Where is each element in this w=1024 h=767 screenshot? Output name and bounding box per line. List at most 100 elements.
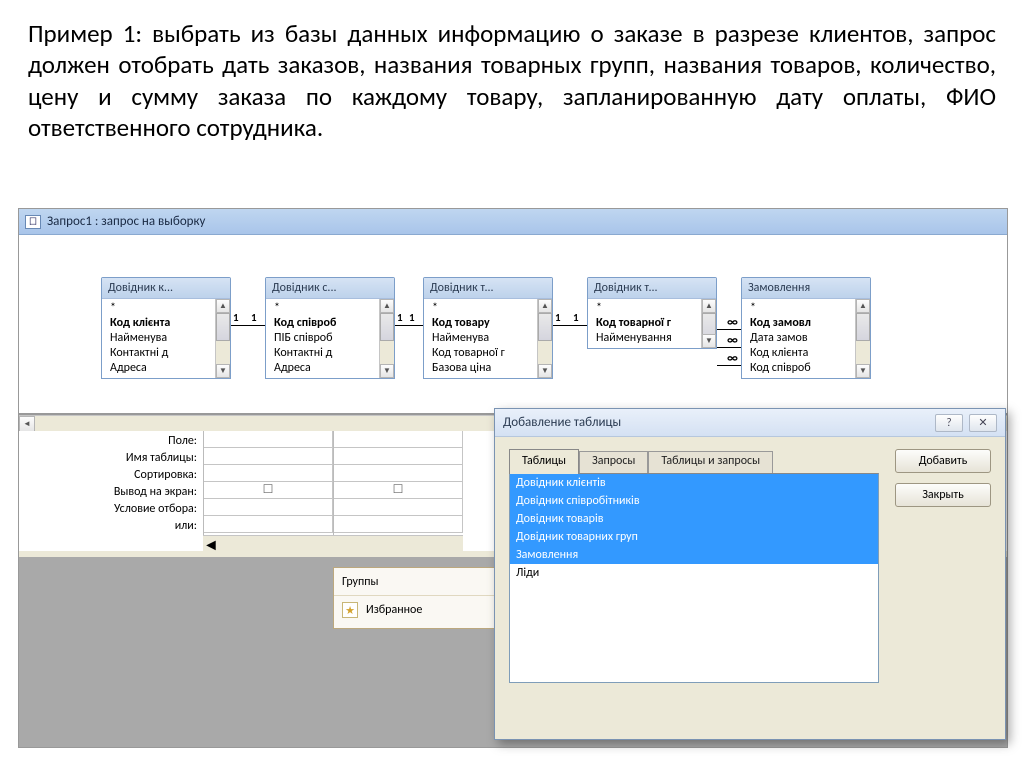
table-box-fields[interactable]: *Код товарної гНайменування▲▼ xyxy=(588,299,716,348)
dialog-tab[interactable]: Таблицы и запросы xyxy=(648,451,773,473)
qbe-cell[interactable] xyxy=(334,431,463,448)
table-field[interactable]: * xyxy=(742,301,870,316)
table-field[interactable]: Адреса xyxy=(102,361,230,376)
table-scrollbar[interactable]: ▲▼ xyxy=(701,299,716,348)
relationship-cardinality-right: ∞ xyxy=(727,351,738,366)
relationships-pane[interactable]: Довідник к...*Код клієнтаНайменуваКонтак… xyxy=(19,235,1007,415)
table-scrollbar[interactable]: ▲▼ xyxy=(379,299,394,378)
table-field[interactable]: Код співроб xyxy=(742,361,870,376)
table-field[interactable]: Код товарної г xyxy=(588,316,716,331)
relationship-cardinality-right: 1 xyxy=(251,311,257,324)
tables-listbox[interactable]: Довідник клієнтівДовідник співробітників… xyxy=(509,473,879,683)
qbe-row-label: Сортировка: xyxy=(19,467,199,484)
qbe-cell[interactable] xyxy=(204,448,333,465)
listbox-item[interactable]: Довідник клієнтів xyxy=(510,474,878,492)
listbox-item[interactable]: Довідник товарних груп xyxy=(510,528,878,546)
table-field[interactable]: * xyxy=(266,301,394,316)
listbox-item[interactable]: Довідник співробітників xyxy=(510,492,878,510)
query-window-title: Запрос1 : запрос на выборку xyxy=(47,214,205,229)
table-box-fields[interactable]: *Код замовлДата замовКод клієнтаКод спів… xyxy=(742,299,870,378)
side-panel-groups-label: Группы xyxy=(342,575,378,589)
table-box[interactable]: Замовлення*Код замовлДата замовКод клієн… xyxy=(741,277,871,379)
table-field[interactable]: Контактні д xyxy=(102,346,230,361)
dialog-close-button[interactable]: ✕ xyxy=(969,414,997,432)
relationship-cardinality-right: 1 xyxy=(409,311,415,324)
qbe-column[interactable] xyxy=(333,431,463,551)
table-box-header[interactable]: Довідник т... xyxy=(424,278,552,299)
table-field[interactable]: Код товару xyxy=(424,316,552,331)
table-box-header[interactable]: Замовлення xyxy=(742,278,870,299)
table-box[interactable]: Довідник к...*Код клієнтаНайменуваКонтак… xyxy=(101,277,231,379)
table-field[interactable]: * xyxy=(102,301,230,316)
table-field[interactable]: Найменува xyxy=(102,331,230,346)
qbe-cell[interactable] xyxy=(334,516,463,533)
table-box-header[interactable]: Довідник с... xyxy=(266,278,394,299)
table-box-header[interactable]: Довідник к... xyxy=(102,278,230,299)
table-box[interactable]: Довідник т...*Код товаруНайменуваКод тов… xyxy=(423,277,553,379)
table-field[interactable]: ПІБ співроб xyxy=(266,331,394,346)
listbox-item[interactable]: Ліди xyxy=(510,564,878,582)
table-box[interactable]: Довідник с...*Код співробПІБ співробКонт… xyxy=(265,277,395,379)
qbe-show-checkbox[interactable] xyxy=(334,482,463,499)
qbe-hscrollbar[interactable]: ◄ xyxy=(203,535,463,551)
close-button[interactable]: Закрыть xyxy=(895,483,991,507)
side-panel-groups[interactable]: Группы xyxy=(334,568,518,596)
table-field[interactable]: * xyxy=(588,301,716,316)
scroll-left-button[interactable]: ◄ xyxy=(203,536,219,551)
qbe-cell[interactable] xyxy=(334,448,463,465)
qbe-cell[interactable] xyxy=(204,499,333,516)
qbe-cell[interactable] xyxy=(204,516,333,533)
listbox-item[interactable]: Довідник товарів xyxy=(510,510,878,528)
table-box-fields[interactable]: *Код клієнтаНайменуваКонтактні дАдреса▲▼ xyxy=(102,299,230,378)
dialog-help-button[interactable]: ? xyxy=(935,414,963,432)
table-box-fields[interactable]: *Код співробПІБ співробКонтактні дАдреса… xyxy=(266,299,394,378)
add-button[interactable]: Добавить xyxy=(895,449,991,473)
qbe-cell[interactable] xyxy=(204,465,333,482)
table-field[interactable]: Найменува xyxy=(424,331,552,346)
scroll-left-button[interactable]: ◄ xyxy=(19,416,35,432)
qbe-show-checkbox[interactable] xyxy=(204,482,333,499)
favorites-star-icon: ★ xyxy=(342,602,358,618)
qbe-cell[interactable] xyxy=(204,431,333,448)
relationship-cardinality-left: 1 xyxy=(397,311,403,324)
table-field[interactable]: Код клієнта xyxy=(102,316,230,331)
qbe-column[interactable] xyxy=(203,431,333,551)
table-field[interactable]: Дата замов xyxy=(742,331,870,346)
relationship-line[interactable] xyxy=(553,325,587,326)
table-field[interactable]: Код замовл xyxy=(742,316,870,331)
table-box-fields[interactable]: *Код товаруНайменуваКод товарної гБазова… xyxy=(424,299,552,378)
table-field[interactable]: Адреса xyxy=(266,361,394,376)
dialog-tab[interactable]: Запросы xyxy=(579,451,648,473)
relationship-cardinality-right: ∞ xyxy=(727,315,738,330)
relationship-cardinality-left: 1 xyxy=(555,311,561,324)
table-field[interactable]: Контактні д xyxy=(266,346,394,361)
table-field[interactable]: Базова ціна xyxy=(424,361,552,376)
qbe-cell[interactable] xyxy=(334,499,463,516)
table-field[interactable]: Код клієнта xyxy=(742,346,870,361)
side-panel-favorites-label: Избранное xyxy=(366,603,422,617)
relationship-line[interactable] xyxy=(231,325,265,326)
table-field[interactable]: * xyxy=(424,301,552,316)
table-field[interactable]: Код співроб xyxy=(266,316,394,331)
table-field[interactable]: Код товарної г xyxy=(424,346,552,361)
table-scrollbar[interactable]: ▲▼ xyxy=(215,299,230,378)
qbe-row-label: Поле: xyxy=(19,433,199,450)
query-window-titlebar: 囗 Запрос1 : запрос на выборку xyxy=(19,209,1007,235)
table-box-header[interactable]: Довідник т... xyxy=(588,278,716,299)
side-panel-favorites[interactable]: ★ Избранное xyxy=(334,596,518,624)
table-box[interactable]: Довідник т...*Код товарної гНайменування… xyxy=(587,277,717,349)
table-field[interactable]: Найменування xyxy=(588,331,716,346)
dialog-tab[interactable]: Таблицы xyxy=(509,449,579,474)
listbox-item[interactable]: Замовлення xyxy=(510,546,878,564)
table-scrollbar[interactable]: ▲▼ xyxy=(537,299,552,378)
navigation-side-panel: Группы ★ Избранное xyxy=(333,567,519,629)
relationship-cardinality-right: ∞ xyxy=(727,333,738,348)
dialog-titlebar[interactable]: Добавление таблицы ? ✕ xyxy=(495,409,1005,437)
dialog-title: Добавление таблицы xyxy=(503,415,621,430)
relationship-cardinality-left: 1 xyxy=(233,311,239,324)
qbe-cell[interactable] xyxy=(334,465,463,482)
qbe-row-label: или: xyxy=(19,518,199,535)
relationship-line[interactable] xyxy=(395,325,423,326)
table-scrollbar[interactable]: ▲▼ xyxy=(855,299,870,378)
description-text: Пример 1: выбрать из базы данных информа… xyxy=(0,0,1024,155)
